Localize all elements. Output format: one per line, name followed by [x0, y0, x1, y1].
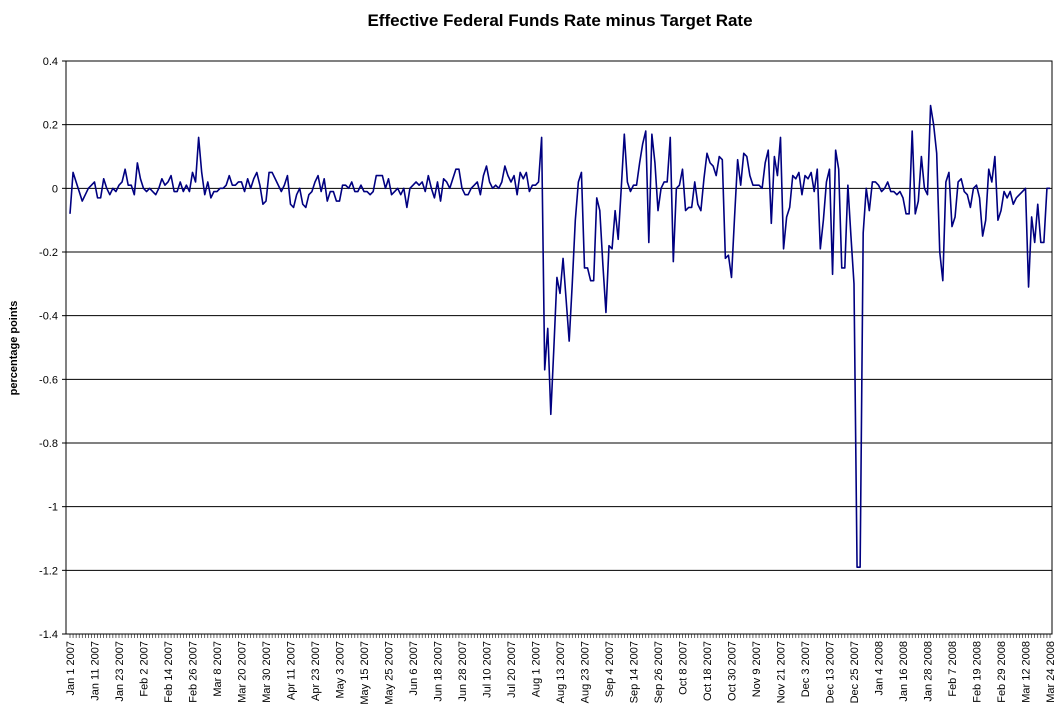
x-tick-label: May 25 2007: [384, 641, 396, 705]
x-tick-label: Feb 26 2007: [188, 641, 200, 703]
x-tick-label: Feb 19 2008: [972, 641, 984, 703]
y-tick-label: -0.4: [39, 311, 58, 323]
x-tick-label: Aug 13 2007: [555, 641, 567, 703]
y-axis-label: percentage points: [8, 301, 20, 396]
y-tick-label: -0.2: [39, 247, 58, 259]
x-tick-label: Sep 14 2007: [629, 641, 641, 703]
x-tick-label: Jun 18 2007: [433, 641, 445, 702]
y-tick-label: 0.2: [43, 120, 58, 132]
x-tick-label: Aug 1 2007: [531, 641, 543, 697]
x-tick-label: Apr 11 2007: [286, 641, 298, 700]
x-tick-label: Feb 14 2007: [163, 641, 175, 703]
x-tick-label: Nov 9 2007: [751, 641, 763, 697]
x-tick-label: Jan 23 2007: [114, 641, 126, 702]
x-tick-label: Jul 10 2007: [482, 641, 494, 698]
x-tick-label: Jan 1 2007: [65, 641, 77, 695]
x-tick-label: Dec 25 2007: [849, 641, 861, 703]
x-tick-label: Mar 30 2007: [261, 641, 273, 703]
x-tick-label: Dec 3 2007: [800, 641, 812, 697]
x-tick-label: Dec 13 2007: [825, 641, 837, 703]
y-tick-label: -1.2: [39, 565, 58, 577]
x-tick-label: Jul 20 2007: [506, 641, 518, 698]
y-tick-label: -1: [48, 502, 58, 514]
x-tick-label: Sep 26 2007: [653, 641, 665, 703]
chart-title: Effective Federal Funds Rate minus Targe…: [367, 11, 752, 30]
x-tick-label: Aug 23 2007: [580, 641, 592, 703]
x-tick-label: Mar 8 2007: [212, 641, 224, 697]
x-tick-label: May 3 2007: [335, 641, 347, 698]
x-tick-label: Feb 2 2007: [139, 641, 151, 697]
x-tick-label: Jan 11 2007: [90, 641, 102, 701]
x-tick-label: Sep 4 2007: [604, 641, 616, 697]
x-tick-label: Jun 6 2007: [408, 641, 420, 695]
y-tick-label: 0.4: [43, 56, 58, 68]
x-tick-label: Oct 8 2007: [678, 641, 690, 695]
x-tick-label: Nov 21 2007: [776, 641, 788, 703]
x-tick-label: Jan 28 2008: [923, 641, 935, 702]
y-tick-label: -1.4: [39, 629, 58, 641]
x-tick-label: Jan 4 2008: [874, 641, 886, 695]
y-tick-label: -0.6: [39, 374, 58, 386]
x-tick-label: Feb 29 2008: [996, 641, 1008, 703]
x-tick-label: Mar 24 2008: [1045, 641, 1056, 703]
x-tick-label: Mar 20 2007: [237, 641, 249, 703]
x-tick-label: May 15 2007: [359, 641, 371, 705]
x-tick-label: Apr 23 2007: [310, 641, 322, 701]
data-line: [69, 104, 1050, 568]
x-tick-label: Feb 7 2008: [947, 641, 959, 697]
x-tick-label: Jun 28 2007: [457, 641, 469, 702]
x-tick-label: Oct 30 2007: [727, 641, 739, 701]
y-tick-label: -0.8: [39, 438, 58, 450]
y-tick-label: 0: [52, 183, 58, 195]
x-tick-label: Mar 12 2008: [1021, 641, 1033, 703]
x-tick-label: Jan 16 2008: [898, 641, 910, 702]
x-tick-label: Oct 18 2007: [702, 641, 714, 701]
plot-area: [65, 60, 1053, 635]
